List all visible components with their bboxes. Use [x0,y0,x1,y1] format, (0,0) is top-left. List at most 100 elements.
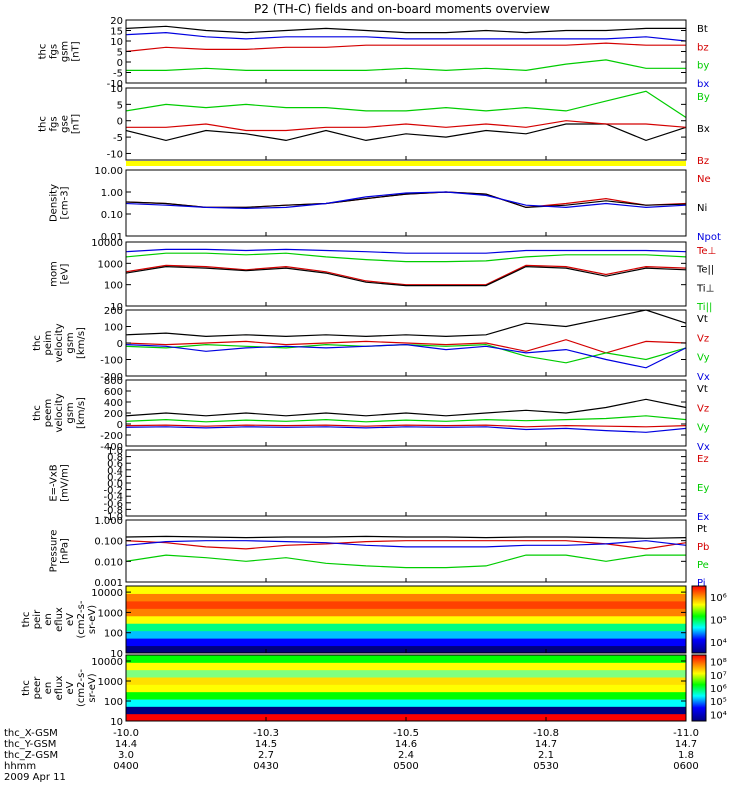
footer-value: -11.0 [673,728,699,739]
colorbar [691,654,707,722]
panel-10: 10⁴ 10⁵ 10⁶ 10⁷ 10⁸ 10 100 1000 10000thcpeerenef… [21,654,727,728]
y-tick-label: 0.6 [107,459,123,470]
spectrogram-band [126,669,686,678]
y-tick-label: -10 [107,79,123,90]
legend-entry: Ne [697,174,711,185]
footer-value: 2.4 [398,750,414,761]
y-tick-label: 0 [117,339,123,350]
colorbar-label: 10⁸ [710,658,727,669]
legend-entry: Pt [697,524,707,535]
series-line [125,42,686,53]
footer-date: 2009 Apr 11 [4,772,66,783]
legend-entry: Vx [697,372,710,383]
panel-frame [125,169,687,237]
y-tick-label: 0 [117,117,123,128]
y-tick-label: 10 [110,37,123,48]
y-tick-label: 0.001 [94,578,123,589]
footer-value: 14.6 [395,739,417,750]
legend-entry: Npot [697,232,721,243]
legend-entry: Vx [697,442,710,453]
footer-row-label: hhmm [4,761,36,772]
y-tick-label: -10 [107,149,123,160]
figure-title: P2 (TH-C) fields and on-board moments ov… [254,2,550,16]
y-tick-label: 10 [110,84,123,95]
y-tick-label: -100 [100,356,123,367]
spectrogram-band [126,630,686,639]
y-axis-label: thcpeimvelocitygsm[km/s] [32,323,87,362]
footer-row-label: thc_Z-GSM [4,750,58,761]
series-line [125,343,687,369]
legend-entry: Te⊥ [696,246,716,257]
series-line [125,123,687,142]
colorbar-label: 10⁷ [710,671,727,682]
spectrogram-band [126,593,686,602]
series-line [125,265,687,287]
y-tick-label: 10000 [91,588,123,599]
series-line [126,120,687,132]
colorbar-label: 10⁵ [710,697,727,708]
footer-value: 2.7 [258,750,274,761]
panel-frame [125,449,687,517]
y-tick-label: 200 [104,306,123,317]
y-tick-label: -0.8 [103,505,123,516]
legend-entry: Bx [697,124,710,135]
y-tick-label: -200 [100,431,123,442]
panel-4: Te⊥ Te|| Ti⊥ Ti|| 10 100 1000 10000 mom[eV] [49,238,717,313]
y-tick-label: 5 [117,48,123,59]
series-line [125,339,687,354]
legend-entry: Pe [697,560,709,571]
y-tick-label: 1.0 [107,446,123,457]
legend-entry: Vt [697,384,708,395]
y-tick-label: -0.6 [103,499,123,510]
panel-8: Pt Pb Pe Pi 0.001 0.010 0.100 1.000 Pressure[nPa… [49,516,710,589]
legend-entry: Ez [697,454,709,465]
footer-value: -10.3 [253,728,279,739]
series-line [125,25,686,34]
footer-value: 0430 [253,761,278,772]
footer-value: 0400 [113,761,138,772]
footer-value: 0600 [673,761,698,772]
footer-row-label: thc_X-GSM [4,728,58,739]
panel-3: Ne Ni Npot 0.01 0.10 1.00 10.00 Density[cm-3] [49,166,721,243]
y-tick-label: 200 [104,409,123,420]
y-axis-label: thcfgsgse[nT] [38,114,82,134]
y-tick-label: 0.01 [101,232,123,243]
legend-entry: Ti⊥ [696,283,714,294]
series-line [125,248,687,254]
footer-value: 1.8 [678,750,694,761]
spectrogram-band [126,684,686,693]
y-tick-label: 100 [104,629,123,640]
footer-row-label: thc_Y-GSM [4,739,56,750]
y-tick-label: 600 [104,387,123,398]
panel-frame [125,19,687,84]
y-tick-label: 1.000 [94,516,123,527]
series-line [126,59,686,72]
colorbar-label: 10⁵ [710,616,727,627]
footer-value: 14.7 [535,739,557,750]
series-line [125,309,687,338]
y-axis-label: thcfgsgsm[nT] [38,41,82,62]
series-line [125,191,687,209]
series-line [125,90,687,119]
footer-value: 14.5 [255,739,277,750]
y-tick-label: 0.0 [107,479,123,490]
footer-value: 0500 [393,761,418,772]
colorbar-label: 10⁴ [710,638,727,649]
y-tick-label: 15 [110,27,123,38]
y-tick-label: 0.8 [107,453,123,464]
footer-value: -10.0 [113,728,139,739]
y-axis-label: Pressure[nPa] [49,530,71,573]
y-tick-label: 1000 [98,259,123,270]
panel-9: 10⁴ 10⁵ 10⁶ 10 100 1000 10000thcpeirenefluxeV(… [21,585,727,660]
y-tick-label: 10 [110,649,123,660]
series-line [125,540,687,548]
colorbar [691,585,707,654]
legend-entry: Ni [697,203,707,214]
panel-2: By Bx Bz -10 -5 0 5 10 thcfgsgse[nT] [38,84,710,167]
y-tick-label: 0.010 [94,557,123,568]
spectrogram-band [126,699,686,707]
spectrogram-band [126,586,686,594]
legend-entry: Pb [697,542,709,553]
y-tick-label: 100 [104,323,123,334]
y-tick-label: 10.00 [94,166,123,177]
